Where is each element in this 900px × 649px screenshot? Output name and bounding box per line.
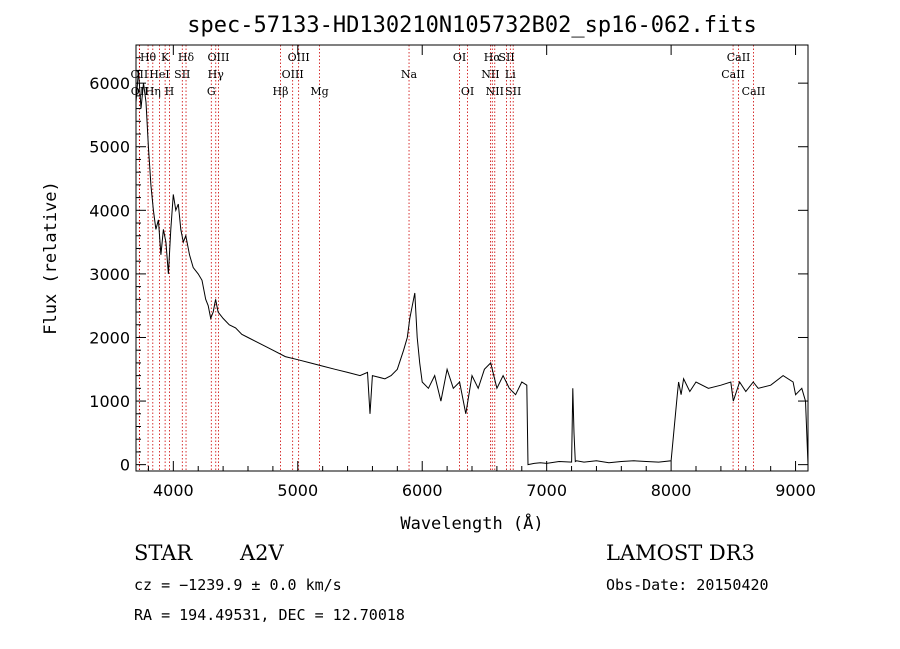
x-axis: 4000 5000 6000 7000 8000 9000 [147,45,816,500]
spectral-line-label: Mg [310,85,328,98]
spectral-line-label: HeI [149,68,169,81]
spectral-line-label: Hα [484,51,502,64]
spectral-line-label: Hδ [178,51,195,64]
spectral-line-label: OI [453,51,466,64]
x-tick-label: 8000 [651,481,692,500]
x-tick-label: 6000 [402,481,443,500]
object-class: STAR [134,541,193,565]
survey-name: LAMOST DR3 [606,541,755,565]
x-tick-label: 9000 [775,481,816,500]
observation-date: Obs-Date: 20150420 [606,576,769,594]
spectrum-line [135,70,809,466]
chart-title: spec-57133-HD130210N105732B02_sp16-062.f… [187,13,757,38]
redshift-velocity: cz = −1239.9 ± 0.0 km/s [134,576,342,594]
y-tick-label: 1000 [89,392,130,411]
spectral-line-label: G [207,85,216,98]
spectral-line-label: OIII [207,51,229,64]
x-axis-label: Wavelength (Å) [400,512,543,534]
spectral-line-label: Li [505,68,516,81]
y-tick-label: 6000 [89,74,130,93]
spectral-line-markers [138,45,754,471]
spectral-line-label: K [161,51,170,64]
x-tick-label: 7000 [526,481,567,500]
spectral-line-label: Na [401,68,418,81]
subclass: A2V [239,541,285,565]
spectral-line-label: Hβ [273,85,289,98]
spectral-line-label: CaII [727,51,751,64]
y-axis-label: Flux (relative) [41,181,61,335]
spectral-line-label: OIII [288,51,310,64]
y-tick-label: 2000 [89,328,130,347]
spectral-line-label: CaII [721,68,745,81]
coordinates: RA = 194.49531, DEC = 12.70018 [134,606,405,624]
spectral-line-label: Hγ [208,68,225,81]
spectral-line-label: H [165,85,175,98]
y-axis: 0 1000 2000 3000 4000 5000 6000 [89,57,808,475]
y-tick-label: 4000 [89,201,130,220]
spectral-line-label: SII [498,51,514,64]
spectral-line-label: OII [131,85,149,98]
spectral-line-label: SII [505,85,521,98]
spectral-line-label: NII [486,85,504,98]
spectral-line-label: OIII [282,68,304,81]
spectral-line-label: SII [174,68,190,81]
spectral-line-label: OII [131,68,149,81]
y-tick-label: 0 [120,456,130,475]
plot-frame [135,44,809,472]
spectral-line-label: Hθ [140,51,157,64]
x-tick-label: 4000 [153,481,194,500]
spectrum-series [135,70,809,466]
spectral-line-label: CaII [742,85,766,98]
y-tick-label: 3000 [89,265,130,284]
y-tick-label: 5000 [89,138,130,157]
x-tick-label: 5000 [277,481,318,500]
spectral-line-labels: OII OII Hθ Hη HeI K H SII Hδ G Hγ OIII Hβ OIII OIII Mg N… [131,51,766,98]
spectral-line-label: OI [461,85,474,98]
spectral-line-label: Hη [145,85,161,98]
spectral-line-label: NII [481,68,499,81]
